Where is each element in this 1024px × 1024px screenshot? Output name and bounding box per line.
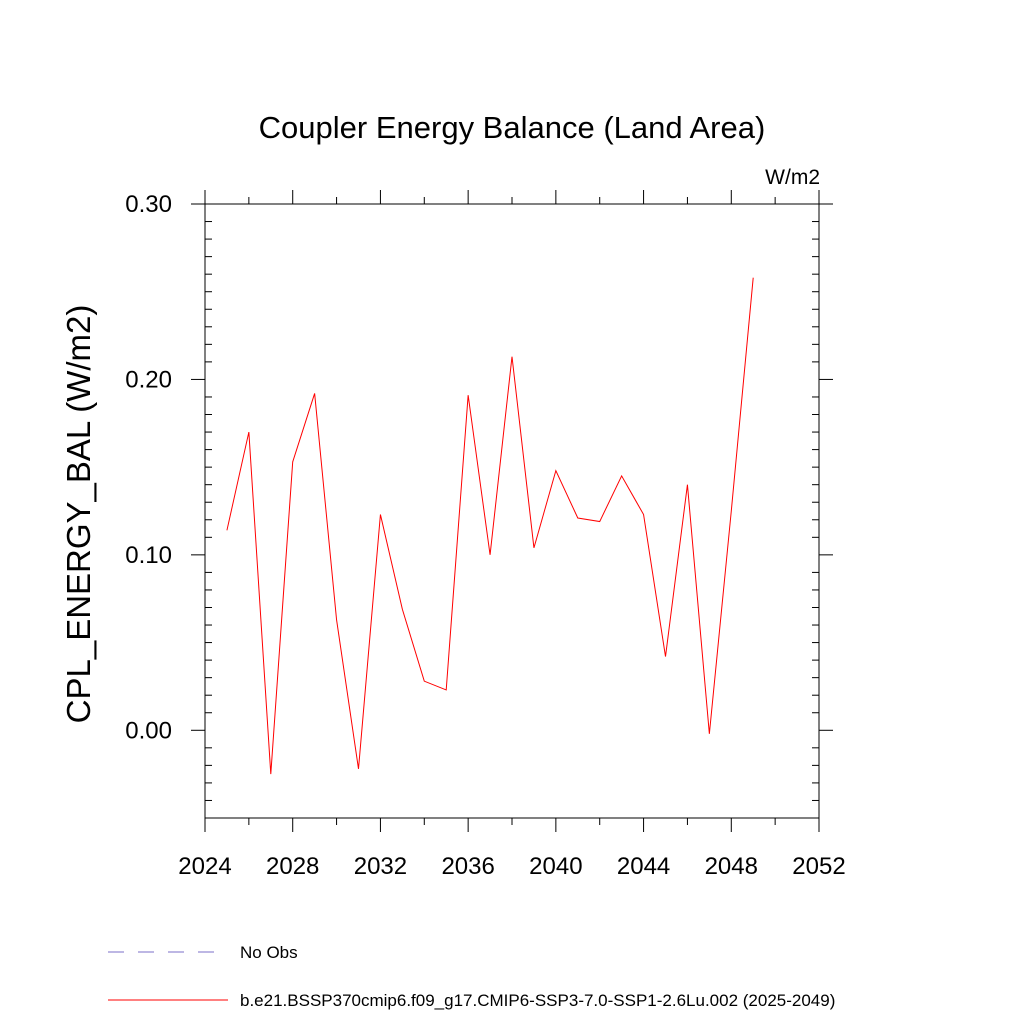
x-tick-label: 2036 bbox=[441, 853, 494, 880]
y-axis-label: CPL_ENERGY_BAL (W/m2) bbox=[60, 305, 97, 724]
units-label: W/m2 bbox=[765, 166, 820, 189]
legend-label-0: No Obs bbox=[240, 943, 298, 962]
x-tick-label: 2024 bbox=[178, 853, 231, 880]
plot-frame bbox=[204, 203, 820, 819]
y-ticks: 0.00 0.10 0.20 0.30 bbox=[125, 191, 833, 801]
legend-label-1: b.e21.BSSP370cmip6.f09_g17.CMIP6-SSP3-7.… bbox=[240, 991, 835, 1010]
y-tick-label: 0.30 bbox=[125, 191, 172, 218]
x-tick-label: 2040 bbox=[529, 853, 582, 880]
x-tick-label: 2044 bbox=[617, 853, 670, 880]
x-tick-label: 2048 bbox=[705, 853, 758, 880]
legend: No Obs b.e21.BSSP370cmip6.f09_g17.CMIP6-S… bbox=[108, 943, 835, 1010]
x-tick-label: 2032 bbox=[354, 853, 407, 880]
x-tick-label: 2052 bbox=[792, 853, 845, 880]
chart-title: Coupler Energy Balance (Land Area) bbox=[259, 110, 766, 145]
x-tick-label: 2028 bbox=[266, 853, 319, 880]
x-ticks: 2024 2028 2032 2036 2040 2044 2048 2052 bbox=[178, 190, 846, 880]
series-line-1 bbox=[226, 277, 754, 775]
y-tick-label: 0.10 bbox=[125, 542, 172, 569]
y-tick-label: 0.20 bbox=[125, 366, 172, 393]
y-tick-label: 0.00 bbox=[125, 717, 172, 744]
series-layer bbox=[226, 277, 754, 775]
